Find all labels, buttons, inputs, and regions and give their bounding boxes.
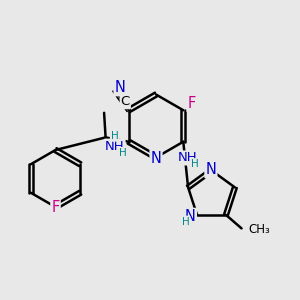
Text: H: H [111,131,119,141]
Text: H: H [191,159,199,169]
Text: H: H [119,148,127,158]
Text: F: F [51,200,60,215]
Text: H: H [182,217,190,226]
Text: N: N [115,80,125,95]
Text: N: N [151,151,161,166]
Text: C: C [121,95,130,108]
Text: N: N [185,209,196,224]
Text: NH: NH [177,152,197,164]
Text: CH₃: CH₃ [248,223,270,236]
Text: NH: NH [105,140,124,153]
Text: N: N [206,162,216,177]
Text: F: F [188,96,196,111]
